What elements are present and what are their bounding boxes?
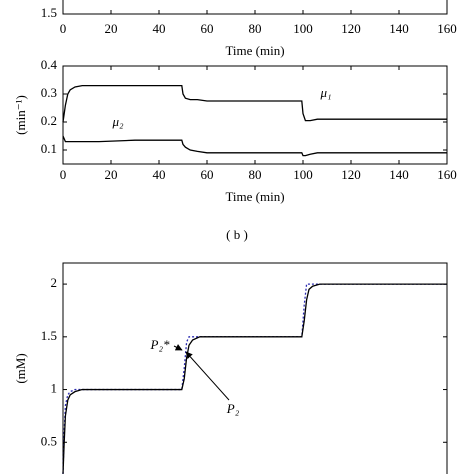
series-label: P₂* <box>150 337 170 352</box>
x-tick-label: 60 <box>201 167 214 182</box>
y-tick-label: 1 <box>51 381 58 396</box>
x-tick-label: 40 <box>153 21 166 36</box>
annotation-arrow <box>185 351 230 401</box>
x-tick-label: 100 <box>293 167 313 182</box>
y-tick-label: 0.4 <box>41 57 58 72</box>
x-tick-label: 80 <box>249 167 262 182</box>
x-tick-label: 140 <box>389 167 409 182</box>
plot-frame <box>62 262 448 474</box>
series-line <box>62 283 447 474</box>
x-tick-label: 40 <box>153 167 166 182</box>
x-tick-label: 120 <box>341 21 361 36</box>
y-tick-label: 1.5 <box>41 5 57 20</box>
y-tick-label: 2 <box>51 275 58 290</box>
series-line <box>62 283 447 474</box>
annotation-arrow <box>173 344 183 351</box>
y-tick-label: 1.5 <box>41 328 57 343</box>
x-axis-label: Time (min) <box>225 43 284 58</box>
y-tick-label: 0.2 <box>41 113 57 128</box>
x-tick-label: 0 <box>60 21 67 36</box>
x-tick-label: 100 <box>293 21 313 36</box>
y-tick-label: 0.3 <box>41 85 57 100</box>
x-tick-label: 120 <box>341 167 361 182</box>
x-tick-label: 160 <box>437 167 457 182</box>
x-tick-label: 160 <box>437 21 457 36</box>
series-label: μ₁ <box>319 85 331 100</box>
x-tick-label: 140 <box>389 21 409 36</box>
series-line <box>62 135 447 157</box>
x-axis-label: Time (min) <box>225 189 284 204</box>
x-tick-label: 20 <box>105 21 118 36</box>
x-tick-label: 80 <box>249 21 262 36</box>
series-label: μ₂ <box>111 114 124 129</box>
y-tick-label: 0.5 <box>41 433 57 448</box>
series-line <box>62 84 447 123</box>
x-tick-label: 60 <box>201 21 214 36</box>
x-tick-label: 20 <box>105 167 118 182</box>
y-axis-label: (mM) <box>13 353 28 383</box>
panel-caption: ( b ) <box>226 227 248 242</box>
x-tick-label: 0 <box>60 167 67 182</box>
series-label: P₂ <box>226 401 240 416</box>
y-axis-label: (min⁻¹) <box>13 95 28 135</box>
y-tick-label: 0.1 <box>41 141 57 156</box>
